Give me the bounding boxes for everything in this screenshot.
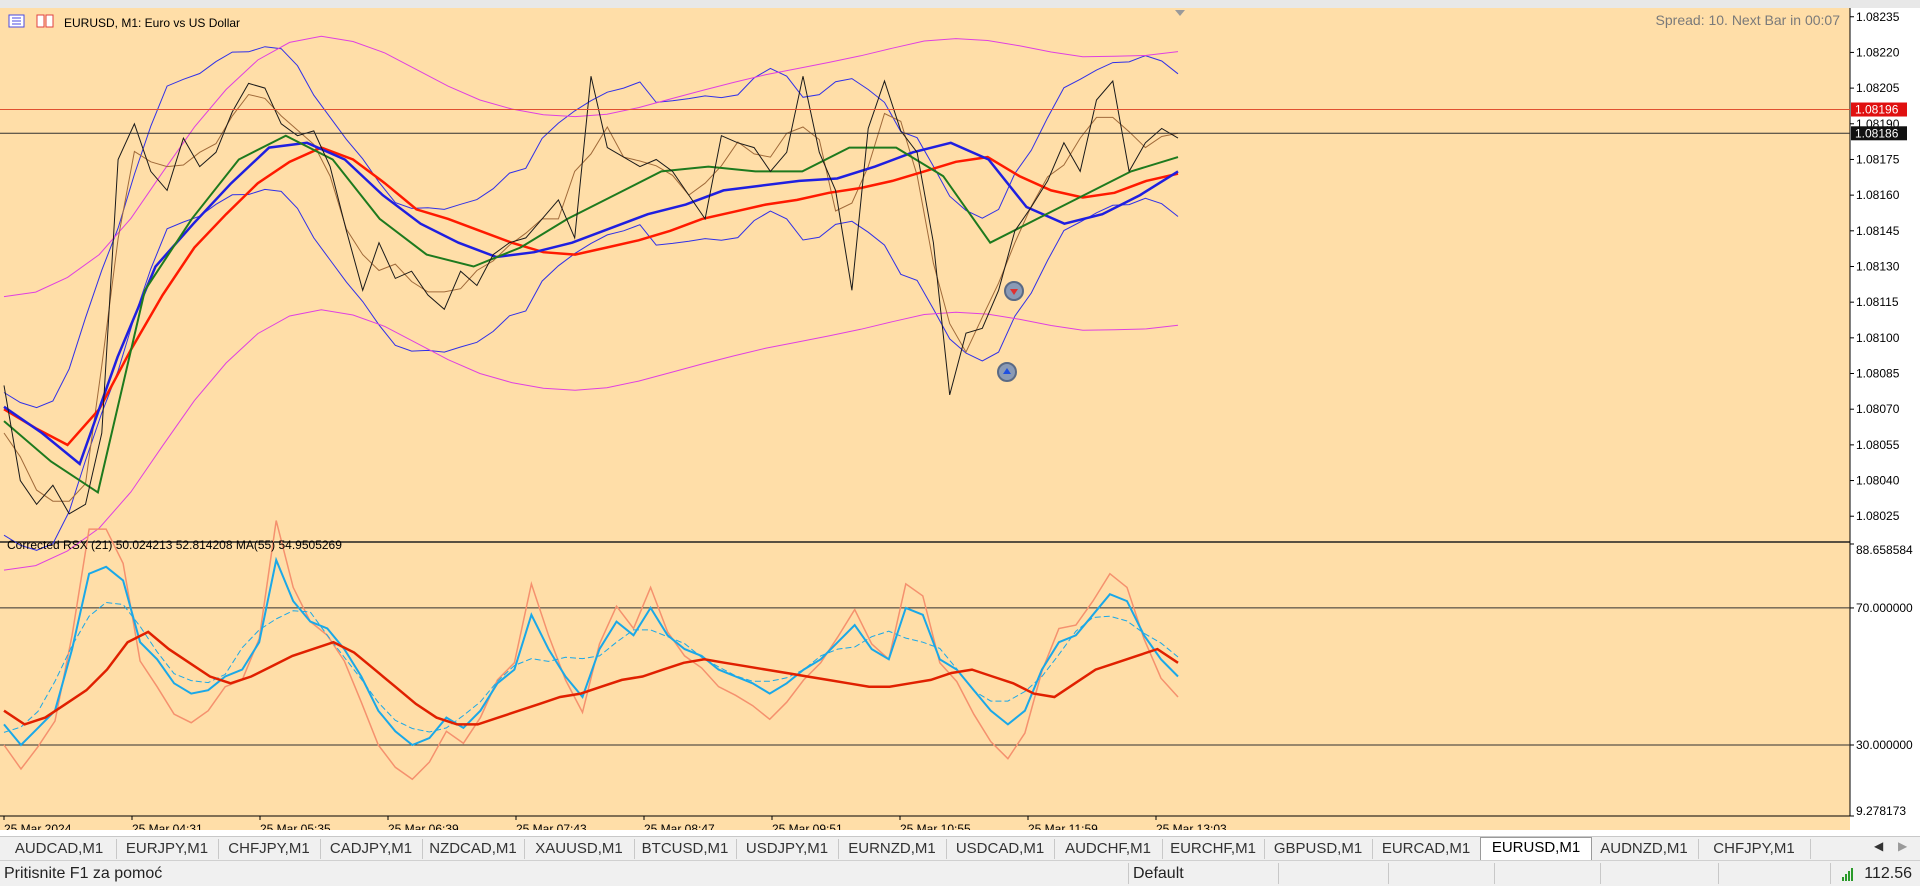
symbol-tab-chfjpy-m1[interactable]: CHFJPY,M1 <box>218 839 321 859</box>
time-tick-label: 25 Mar 06:39 <box>388 822 459 830</box>
connection-signal-icon[interactable] <box>1842 867 1856 881</box>
time-tick-label: 25 Mar 09:51 <box>772 822 843 830</box>
symbol-tab-eurnzd-m1[interactable]: EURNZD,M1 <box>838 839 947 859</box>
symbol-tab-audchf-m1[interactable]: AUDCHF,M1 <box>1054 839 1163 859</box>
price-tick-label: 1.08205 <box>1856 81 1900 95</box>
symbol-tab-usdjpy-m1[interactable]: USDJPY,M1 <box>736 839 839 859</box>
price-tick-label: 1.08235 <box>1856 10 1900 24</box>
time-tick-label: 25 Mar 11:59 <box>1028 822 1098 830</box>
symbol-tab-cadjpy-m1[interactable]: CADJPY,M1 <box>320 839 423 859</box>
status-help-text: Pritisnite F1 za pomoć <box>4 865 163 882</box>
ask-price-label: 1.08196 <box>1855 103 1899 117</box>
symbol-tab-audcad-m1[interactable]: AUDCAD,M1 <box>2 839 117 859</box>
band-upper-line <box>3 46 1179 409</box>
time-tick-label: 25 Mar 04:31 <box>132 822 203 830</box>
envelope-upper-line <box>3 35 1179 298</box>
tabs-scroll-right-icon[interactable]: ▶ <box>1898 839 1908 853</box>
rsx-line <box>3 556 1179 747</box>
price-tick-label: 1.08070 <box>1856 402 1900 416</box>
price-tick-label: 1.08160 <box>1856 188 1900 202</box>
rsx-slow-line <box>3 520 1179 781</box>
symbol-tab-gbpusd-m1[interactable]: GBPUSD,M1 <box>1264 839 1373 859</box>
chart-background <box>0 8 1850 830</box>
trade-buy-marker-icon[interactable] <box>997 362 1017 382</box>
chart-title: EURUSD, M1: Euro vs US Dollar <box>64 16 240 30</box>
rsx-tick-label: 9.278173 <box>1856 804 1906 818</box>
ma-green-line <box>3 134 1179 495</box>
ma-blue-line <box>3 141 1179 466</box>
status-separator <box>1388 863 1389 884</box>
symbol-tabs-bar: AUDCAD,M1 EURJPY,M1 CHFJPY,M1 CADJPY,M1 NZDC… <box>0 836 1920 861</box>
time-tick-label: 25 Mar 13:03 <box>1156 822 1227 830</box>
status-separator <box>1600 863 1601 884</box>
price-tick-label: 1.08220 <box>1856 45 1900 59</box>
chart-area[interactable]: 1.08235 1.08220 1.08205 1.08190 1.08175 1.081… <box>0 8 1920 836</box>
price-tick-label: 1.08175 <box>1856 152 1900 166</box>
rsx-tick-label: 88.658584 <box>1856 543 1913 557</box>
indicator-label: Corrected RSX (21) 50.024213 52.814208 M… <box>7 538 342 552</box>
rsx-signal-line <box>3 601 1179 733</box>
scroll-shift-marker-icon[interactable] <box>1175 10 1185 16</box>
price-tick-label: 1.08085 <box>1856 367 1900 381</box>
price-tick-label: 1.08040 <box>1856 474 1900 488</box>
status-profile[interactable]: Default <box>1133 865 1184 882</box>
price-axis-background <box>1850 8 1920 830</box>
symbol-tab-audnzd-m1[interactable]: AUDNZD,M1 <box>1590 839 1699 859</box>
indicator-list-icon[interactable] <box>36 14 54 28</box>
price-line <box>3 76 1179 515</box>
price-tick-label: 1.08145 <box>1856 224 1900 238</box>
trade-sell-marker-icon[interactable] <box>1004 281 1024 301</box>
chart-svg[interactable]: 1.082351.082201.082051.081901.081751.081… <box>0 8 1920 836</box>
envelope-lower-line <box>3 309 1179 571</box>
tabs-scroll-left-icon[interactable]: ◀ <box>1874 839 1884 853</box>
symbol-tab-eurchf-m1[interactable]: EURCHF,M1 <box>1162 839 1265 859</box>
status-separator <box>1278 863 1279 884</box>
symbol-tab-chfjpy-m1[interactable]: CHFJPY,M1 <box>1698 839 1811 859</box>
status-bar: Pritisnite F1 za pomoć Default 112.56 <box>0 860 1920 886</box>
rsx-ma-line <box>3 630 1179 726</box>
bid-price-label: 1.08186 <box>1855 126 1899 140</box>
symbol-tab-eurusd-m1[interactable]: EURUSD,M1 <box>1480 837 1592 861</box>
price-tick-label: 1.08100 <box>1856 331 1900 345</box>
status-separator <box>1830 863 1831 884</box>
price-tick-label: 1.08025 <box>1856 509 1900 523</box>
price-tick-label: 1.08055 <box>1856 438 1900 452</box>
rsx-tick-label: 30.000000 <box>1856 738 1913 752</box>
ask-price-label-box <box>1851 102 1907 117</box>
symbol-tab-xauusd-m1[interactable]: XAUUSD,M1 <box>524 839 635 859</box>
time-tick-label: 25 Mar 2024 <box>4 822 72 830</box>
status-separator <box>1128 863 1129 884</box>
status-ping: 112.56 <box>1864 865 1912 882</box>
status-separator <box>1494 863 1495 884</box>
symbol-tab-usdcad-m1[interactable]: USDCAD,M1 <box>946 839 1055 859</box>
spread-label: Spread: 10. Next Bar in 00:07 <box>1656 12 1841 28</box>
symbol-tab-btcusd-m1[interactable]: BTCUSD,M1 <box>634 839 737 859</box>
fast-ma-line <box>3 93 1179 502</box>
symbol-tab-eurjpy-m1[interactable]: EURJPY,M1 <box>116 839 219 859</box>
time-tick-label: 25 Mar 05:35 <box>260 822 331 830</box>
time-tick-label: 25 Mar 07:43 <box>516 822 587 830</box>
rsx-tick-label: 70.000000 <box>1856 601 1913 615</box>
time-tick-label: 25 Mar 10:55 <box>900 822 971 830</box>
time-tick-label: 25 Mar 08:47 <box>644 822 715 830</box>
bid-price-label-box <box>1851 126 1907 141</box>
price-tick-label: 1.08130 <box>1856 259 1900 273</box>
symbol-tab-nzdcad-m1[interactable]: NZDCAD,M1 <box>422 839 525 859</box>
status-separator <box>1718 863 1719 884</box>
chart-menu-icon[interactable] <box>8 14 25 28</box>
symbol-tab-eurcad-m1[interactable]: EURCAD,M1 <box>1372 839 1481 859</box>
price-tick-label: 1.08115 <box>1856 295 1899 309</box>
